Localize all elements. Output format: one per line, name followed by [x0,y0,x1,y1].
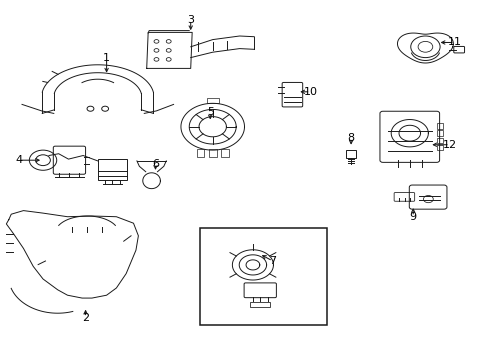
Text: 10: 10 [303,87,317,97]
Text: 8: 8 [347,132,354,143]
Text: 4: 4 [15,155,22,165]
Text: 6: 6 [152,159,159,169]
Text: 9: 9 [409,212,416,222]
Text: 3: 3 [187,15,194,25]
Text: 2: 2 [82,312,89,323]
Text: 5: 5 [206,107,213,117]
Text: 1: 1 [103,53,110,63]
Text: 11: 11 [447,37,461,48]
Text: 7: 7 [269,256,276,266]
Text: 12: 12 [442,140,456,150]
